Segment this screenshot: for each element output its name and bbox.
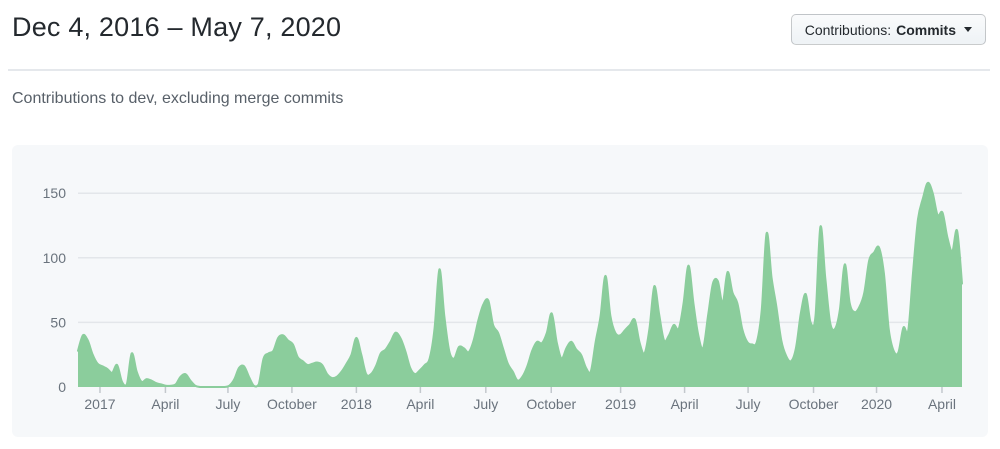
x-axis-label: July: [215, 396, 240, 412]
x-axis-label: April: [671, 396, 699, 412]
page-title: Dec 4, 2016 – May 7, 2020: [12, 12, 342, 42]
contributions-filter-button[interactable]: Contributions: Commits: [790, 14, 986, 45]
y-axis-label: 150: [43, 185, 67, 201]
x-axis-label: April: [151, 396, 179, 412]
area-line: [77, 181, 963, 388]
filter-button-selected-value: Commits: [896, 21, 956, 38]
area-fill: [78, 182, 962, 387]
x-axis-label: October: [267, 396, 317, 412]
x-axis-label: 2017: [84, 396, 115, 412]
x-axis-label: October: [789, 396, 839, 412]
chart-caption: Contributions to dev, excluding merge co…: [12, 90, 344, 107]
y-axis-label: 0: [58, 379, 66, 395]
x-axis-label: 2018: [341, 396, 372, 412]
x-axis-label: April: [406, 396, 434, 412]
x-axis-label: April: [928, 396, 956, 412]
contributions-chart-panel: 0 50 100 150 2017 April July October 2018 April Ju…: [12, 145, 988, 437]
chevron-down-icon: [964, 27, 972, 32]
x-axis-label: 2019: [605, 396, 636, 412]
y-axis-label: 50: [50, 314, 66, 330]
x-axis-label: July: [736, 396, 761, 412]
x-axis-label: July: [473, 396, 498, 412]
x-axis-label: 2020: [861, 396, 892, 412]
y-axis-label: 100: [43, 250, 67, 266]
commits-area-chart[interactable]: 0 50 100 150 2017 April July October 2018 April Ju…: [12, 145, 988, 437]
filter-button-label: Contributions:: [804, 21, 892, 38]
x-axis-label: October: [526, 396, 576, 412]
header-divider: [8, 69, 990, 71]
